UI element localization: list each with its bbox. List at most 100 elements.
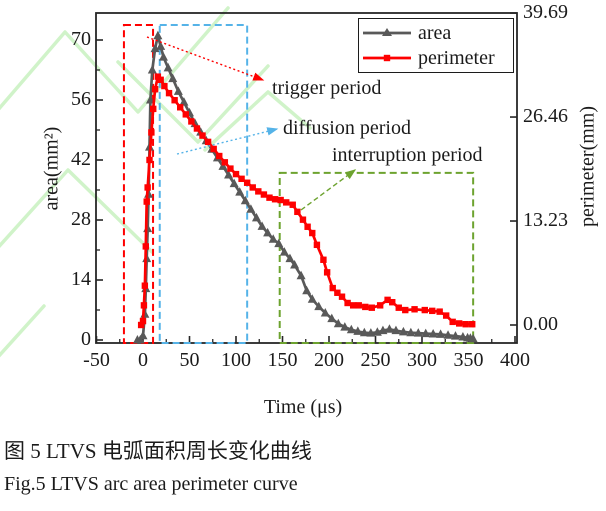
area-marker [163, 62, 173, 72]
perimeter-marker [429, 307, 436, 315]
area-marker [168, 73, 178, 83]
x-tick-label: 100 [221, 349, 251, 371]
area-marker [314, 301, 324, 311]
area-marker [268, 234, 278, 243]
y-right-tick-label: 13.23 [523, 209, 568, 232]
area-marker [158, 52, 168, 61]
perimeter-marker [144, 184, 151, 191]
perimeter-marker [355, 302, 362, 309]
legend-label-perimeter: perimeter [418, 46, 495, 69]
perimeter-marker [304, 223, 311, 230]
x-tick-label: 200 [314, 349, 344, 371]
perimeter-marker [137, 321, 145, 329]
perimeter-marker [143, 198, 150, 205]
perimeter-marker [157, 76, 164, 83]
trigger-period-label: trigger period [272, 77, 382, 99]
y-left-tick-label: 70 [71, 28, 91, 50]
perimeter-marker [139, 317, 147, 325]
perimeter-marker [148, 129, 155, 136]
interruption-period-label: interruption period [332, 144, 483, 166]
perimeter-marker [283, 199, 290, 206]
area-marker [391, 325, 401, 335]
legend: area perimeter [358, 18, 514, 73]
perimeter-marker [243, 179, 251, 186]
diffusion-period-label: diffusion period [283, 117, 411, 139]
area-marker [285, 253, 295, 263]
area-marker [366, 328, 376, 337]
area-marker [257, 221, 267, 230]
legend-item-area: area [361, 23, 511, 43]
perimeter-marker [389, 299, 396, 306]
caption-chinese: 图 5 LTVS 电弧面积周长变化曲线 [4, 439, 312, 463]
perimeter-marker [199, 132, 206, 139]
area-marker [296, 270, 306, 280]
perimeter-marker [289, 201, 296, 208]
area-marker [302, 285, 312, 295]
perimeter-marker [255, 188, 262, 195]
chart-svg [95, 12, 518, 345]
perimeter-marker [462, 321, 469, 328]
perimeter-marker [421, 306, 428, 314]
area-marker [428, 329, 438, 338]
perimeter-marker [469, 321, 476, 328]
perimeter-marker [449, 318, 456, 326]
area-marker [263, 227, 273, 237]
area-marker [274, 238, 284, 248]
perimeter-marker [210, 145, 217, 153]
area-marker [229, 178, 239, 188]
perimeter-marker [146, 156, 153, 164]
perimeter-marker [299, 216, 307, 223]
area-marker [443, 330, 453, 339]
area-marker [173, 86, 183, 95]
area-marker [150, 43, 160, 53]
legend-label-area: area [418, 22, 452, 45]
area-marker [135, 335, 145, 344]
perimeter-marker [151, 86, 159, 93]
perimeter-marker [349, 302, 357, 309]
perimeter-marker [188, 118, 195, 125]
y-right-tick-label: 39.69 [523, 1, 568, 24]
perimeter-marker [309, 229, 316, 237]
perimeter-marker [260, 191, 268, 198]
watermark [0, 6, 312, 358]
perimeter-marker [376, 302, 384, 309]
x-tick-label: 250 [360, 349, 391, 371]
perimeter-marker [249, 184, 256, 191]
area-marker [450, 331, 460, 340]
area-marker [346, 324, 356, 334]
y-left-tick-label: 56 [71, 88, 91, 110]
y-left-tick-label: 0 [81, 328, 91, 350]
perimeter-marker [442, 312, 450, 319]
area-marker [384, 324, 394, 333]
perimeter-marker [140, 302, 148, 309]
area-marker [333, 318, 343, 328]
area-marker [353, 326, 363, 335]
area-line-sample-icon [363, 28, 411, 37]
area-marker [251, 212, 261, 222]
area-marker [279, 247, 289, 256]
perimeter-marker [436, 308, 443, 315]
area-marker [340, 322, 350, 331]
area-marker [359, 327, 369, 337]
interruption-arrow [300, 169, 357, 211]
legend-item-perimeter: perimeter [361, 48, 511, 68]
y-right-tick-label: 26.46 [523, 105, 568, 128]
interruption-period-box [278, 171, 475, 344]
perimeter-marker [266, 194, 273, 201]
perimeter-marker [141, 282, 149, 289]
trigger-period-box [122, 24, 155, 345]
perimeter-marker [313, 241, 321, 249]
perimeter-marker [142, 243, 149, 250]
perimeter-marker [334, 289, 341, 296]
x-tick-label: 300 [407, 349, 437, 371]
perimeter-marker [338, 293, 346, 300]
y-right-tick-label: 0.00 [523, 313, 558, 335]
perimeter-marker [271, 196, 279, 203]
perimeter-marker [320, 256, 327, 263]
area-marker [224, 170, 234, 179]
x-tick-label: 0 [138, 349, 148, 371]
perimeter-marker [193, 125, 201, 132]
perimeter-marker [232, 170, 240, 178]
x-tick-label: -50 [83, 349, 110, 371]
